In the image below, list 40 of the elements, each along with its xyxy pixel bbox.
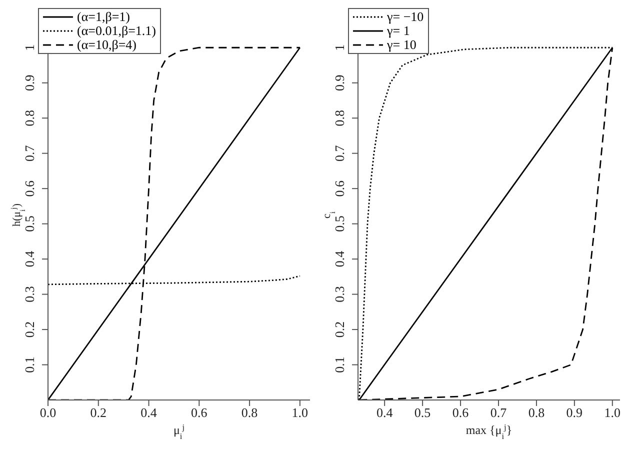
y-tick-label: 0.7 xyxy=(332,144,347,162)
y-tick-label: 0.5 xyxy=(22,216,37,232)
y-tick-label: 0.6 xyxy=(22,180,37,197)
y-tick-label: 1 xyxy=(22,44,37,51)
x-tick-label: 0.2 xyxy=(90,405,107,420)
x-tick-label: 0.6 xyxy=(191,405,208,420)
y-tick-label: 0.4 xyxy=(22,250,37,268)
x-tick-label: 0.8 xyxy=(528,405,545,420)
legend-label: (α=1,β=1) xyxy=(77,9,130,24)
x-tick-label: 0.4 xyxy=(140,405,158,420)
x-tick-label: 0.7 xyxy=(490,405,508,420)
x-tick-label: 0.6 xyxy=(452,405,470,420)
y-tick-label: 1 xyxy=(332,44,347,51)
legend-label: (α=0.01,β=1.1) xyxy=(77,23,156,38)
y-tick-label: 0.2 xyxy=(22,321,37,338)
x-tick-label: 0.8 xyxy=(241,405,258,420)
legend-label: γ= −10 xyxy=(387,9,424,24)
y-tick-label: 0.1 xyxy=(22,356,37,373)
y-tick-label: 0.9 xyxy=(22,74,37,91)
y-tick-label: 0.5 xyxy=(332,216,347,232)
x-tick-label: 0.5 xyxy=(414,405,431,420)
x-tick-label: 0.4 xyxy=(376,405,394,420)
x-tick-label: 0.9 xyxy=(566,405,583,420)
x-tick-label: 1.0 xyxy=(292,405,308,420)
legend-label: (α=10,β=4) xyxy=(77,37,136,52)
y-tick-label: 0.8 xyxy=(332,110,347,126)
y-tick-label: 0.2 xyxy=(332,321,347,338)
legend-label: γ= 10 xyxy=(387,37,416,52)
y-tick-label: 0.7 xyxy=(22,144,37,162)
y-tick-label: 0.3 xyxy=(22,286,37,302)
x-tick-label: 0.0 xyxy=(40,405,56,420)
y-tick-label: 0.4 xyxy=(332,250,347,268)
x-axis-title: max {μ$_{i}$$^{j}$} xyxy=(466,422,512,440)
x-tick-label: 1.0 xyxy=(604,405,621,420)
y-tick-label: 0.6 xyxy=(332,180,347,197)
legend-label: γ= 1 xyxy=(387,23,410,38)
y-tick-label: 0.9 xyxy=(332,74,347,91)
y-tick-label: 0.3 xyxy=(332,286,347,302)
y-tick-label: 0.1 xyxy=(332,356,347,373)
y-tick-label: 0.8 xyxy=(22,110,37,126)
